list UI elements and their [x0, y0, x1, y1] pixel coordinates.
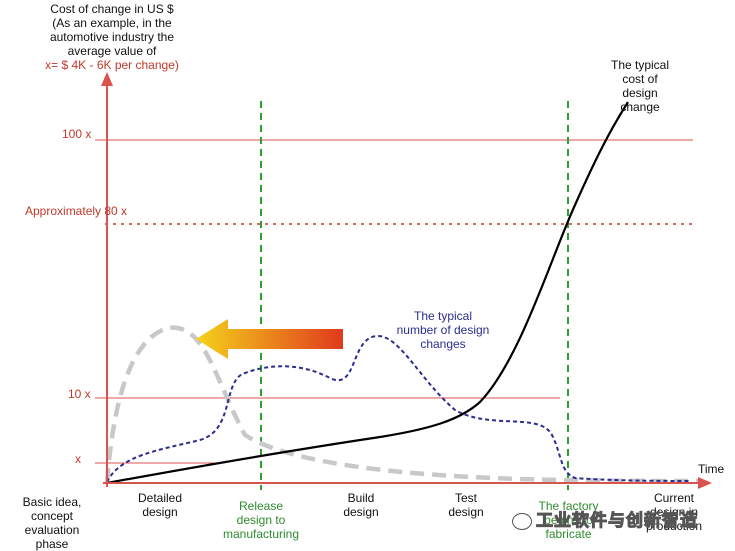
phase-label-line: Build: [347, 491, 375, 505]
phase-label-test-design: Test design: [436, 491, 496, 519]
phase-label-line: Test: [454, 491, 477, 505]
level-label-80x: Approximately 80 x: [25, 204, 128, 218]
design-changes-curve: [106, 334, 691, 483]
y-axis-title-cost-range: x= $ 4K - 6K per change): [45, 58, 179, 72]
phase-label-line: The factory: [538, 499, 599, 513]
phase-label-release: Release design to manufacturing: [211, 499, 311, 541]
phase-label-build-design: Build design: [331, 491, 391, 519]
phase-label-line: design to: [236, 513, 286, 527]
phase-label-line: manufacturing: [222, 527, 300, 541]
phase-label-line: Release: [238, 499, 284, 513]
phase-label-line: fabricate: [545, 527, 592, 541]
design-changes-label-line: number of design: [396, 323, 490, 337]
cost-curve-label-line: change: [620, 100, 660, 114]
design-changes-label: The typical number of design changes: [378, 309, 508, 351]
gray-dashed-curve: [104, 325, 701, 484]
phase-label-line: design: [142, 505, 178, 519]
y-axis-title-line: Cost of change in US $: [50, 2, 174, 16]
watermark-text: 工业软件与创新智造: [536, 511, 698, 531]
cost-curve-label-line: The typical: [610, 58, 670, 72]
y-axis-title-line: automotive industry the: [49, 30, 175, 44]
phase-label-line: Current: [653, 491, 694, 505]
phase-label-line: production: [645, 519, 703, 533]
x-axis-arrowhead: [698, 477, 712, 489]
x-axis-title: Time: [698, 462, 725, 476]
cost-curve-label-line: design: [622, 86, 658, 100]
cost-curve: [106, 101, 629, 485]
phase-label-detailed-design: Detailed design: [120, 491, 200, 519]
level-label-100x: 100 x: [62, 127, 92, 141]
time-shift-arrow: [196, 319, 343, 359]
design-changes-label-line: changes: [420, 337, 466, 351]
phase-label-line: phase: [35, 537, 69, 551]
cost-curve-label: The typical cost of design change: [590, 58, 690, 114]
phase-label-line: evaluation: [24, 523, 80, 537]
cost-curve-label-line: cost of: [622, 72, 658, 86]
phase-label-line: design in: [649, 505, 699, 519]
phase-label-line: Basic idea,: [22, 495, 82, 509]
level-label-10x: 10 x: [68, 387, 91, 401]
y-axis-title-line: average value of: [67, 44, 157, 58]
phase-label-line: Detailed: [137, 491, 183, 505]
phase-label-factory: The factory begins to fabricate: [521, 499, 616, 541]
y-axis-title-line: (As an example, in the: [52, 16, 172, 30]
y-axis-title: Cost of change in US $ (As an example, i…: [12, 2, 212, 72]
wechat-icon: [512, 513, 532, 531]
y-axis-arrowhead: [101, 72, 113, 86]
phase-label-line: concept: [30, 509, 74, 523]
phase-label-concept: Basic idea, concept evaluation phase: [2, 495, 102, 551]
phase-label-line: design: [343, 505, 379, 519]
watermark: 工业软件与创新智造: [512, 506, 698, 531]
phase-label-line: design: [448, 505, 484, 519]
phase-label-current-production: Current design in production: [630, 491, 718, 533]
phase-label-line: begins to: [544, 513, 593, 527]
level-label-1x: x: [75, 452, 81, 466]
design-changes-label-line: The typical: [413, 309, 473, 323]
